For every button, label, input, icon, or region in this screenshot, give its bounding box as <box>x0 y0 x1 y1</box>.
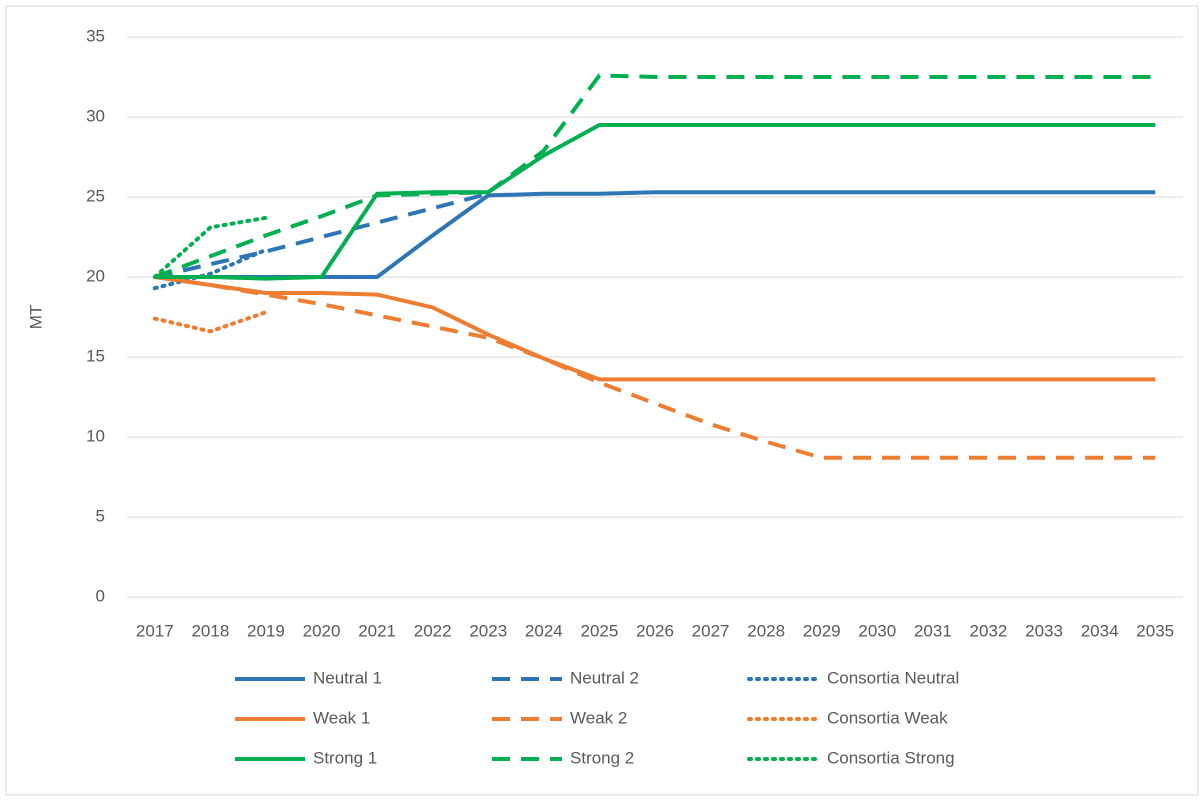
legend-label: Weak 1 <box>313 708 370 727</box>
legend-label: Consortia Strong <box>827 748 955 767</box>
x-tick-label: 2033 <box>1025 621 1063 640</box>
x-tick-label: 2035 <box>1136 621 1174 640</box>
series-line <box>152 247 268 291</box>
x-tick-label: 2019 <box>247 621 285 640</box>
series-line <box>154 275 1156 382</box>
legend-label: Strong 2 <box>570 748 634 767</box>
y-tick-label: 20 <box>86 266 105 285</box>
series-line <box>152 310 268 334</box>
x-tick-label: 2017 <box>136 621 174 640</box>
x-tick-label: 2027 <box>692 621 730 640</box>
y-tick-label: 35 <box>86 26 105 45</box>
x-tick-label: 2018 <box>191 621 229 640</box>
x-tick-label: 2029 <box>803 621 841 640</box>
x-tick-label: 2021 <box>358 621 396 640</box>
series-line <box>154 73 1156 279</box>
x-tick-label: 2032 <box>970 621 1008 640</box>
legend-label: Neutral 1 <box>313 668 382 687</box>
y-tick-label: 10 <box>86 426 105 445</box>
legend-label: Weak 2 <box>570 708 627 727</box>
chart-border <box>5 5 1199 796</box>
series-line <box>152 215 268 279</box>
x-tick-label: 2024 <box>525 621 563 640</box>
x-tick-label: 2030 <box>858 621 896 640</box>
legend-label: Consortia Neutral <box>827 668 959 687</box>
series-line <box>154 123 1156 281</box>
x-tick-label: 2020 <box>303 621 341 640</box>
y-tick-label: 25 <box>86 186 105 205</box>
y-tick-label: 0 <box>96 586 105 605</box>
legend-label: Neutral 2 <box>570 668 639 687</box>
y-axis-label: MT <box>26 305 45 330</box>
x-tick-label: 2023 <box>469 621 507 640</box>
legend-label: Consortia Weak <box>827 708 948 727</box>
y-tick-label: 30 <box>86 106 105 125</box>
x-tick-label: 2026 <box>636 621 674 640</box>
legend-label: Strong 1 <box>313 748 377 767</box>
x-tick-label: 2034 <box>1081 621 1119 640</box>
y-tick-label: 5 <box>96 506 105 525</box>
x-tick-label: 2028 <box>747 621 785 640</box>
x-tick-label: 2031 <box>914 621 952 640</box>
y-tick-label: 15 <box>86 346 105 365</box>
x-tick-label: 2022 <box>414 621 452 640</box>
x-tick-label: 2025 <box>581 621 619 640</box>
